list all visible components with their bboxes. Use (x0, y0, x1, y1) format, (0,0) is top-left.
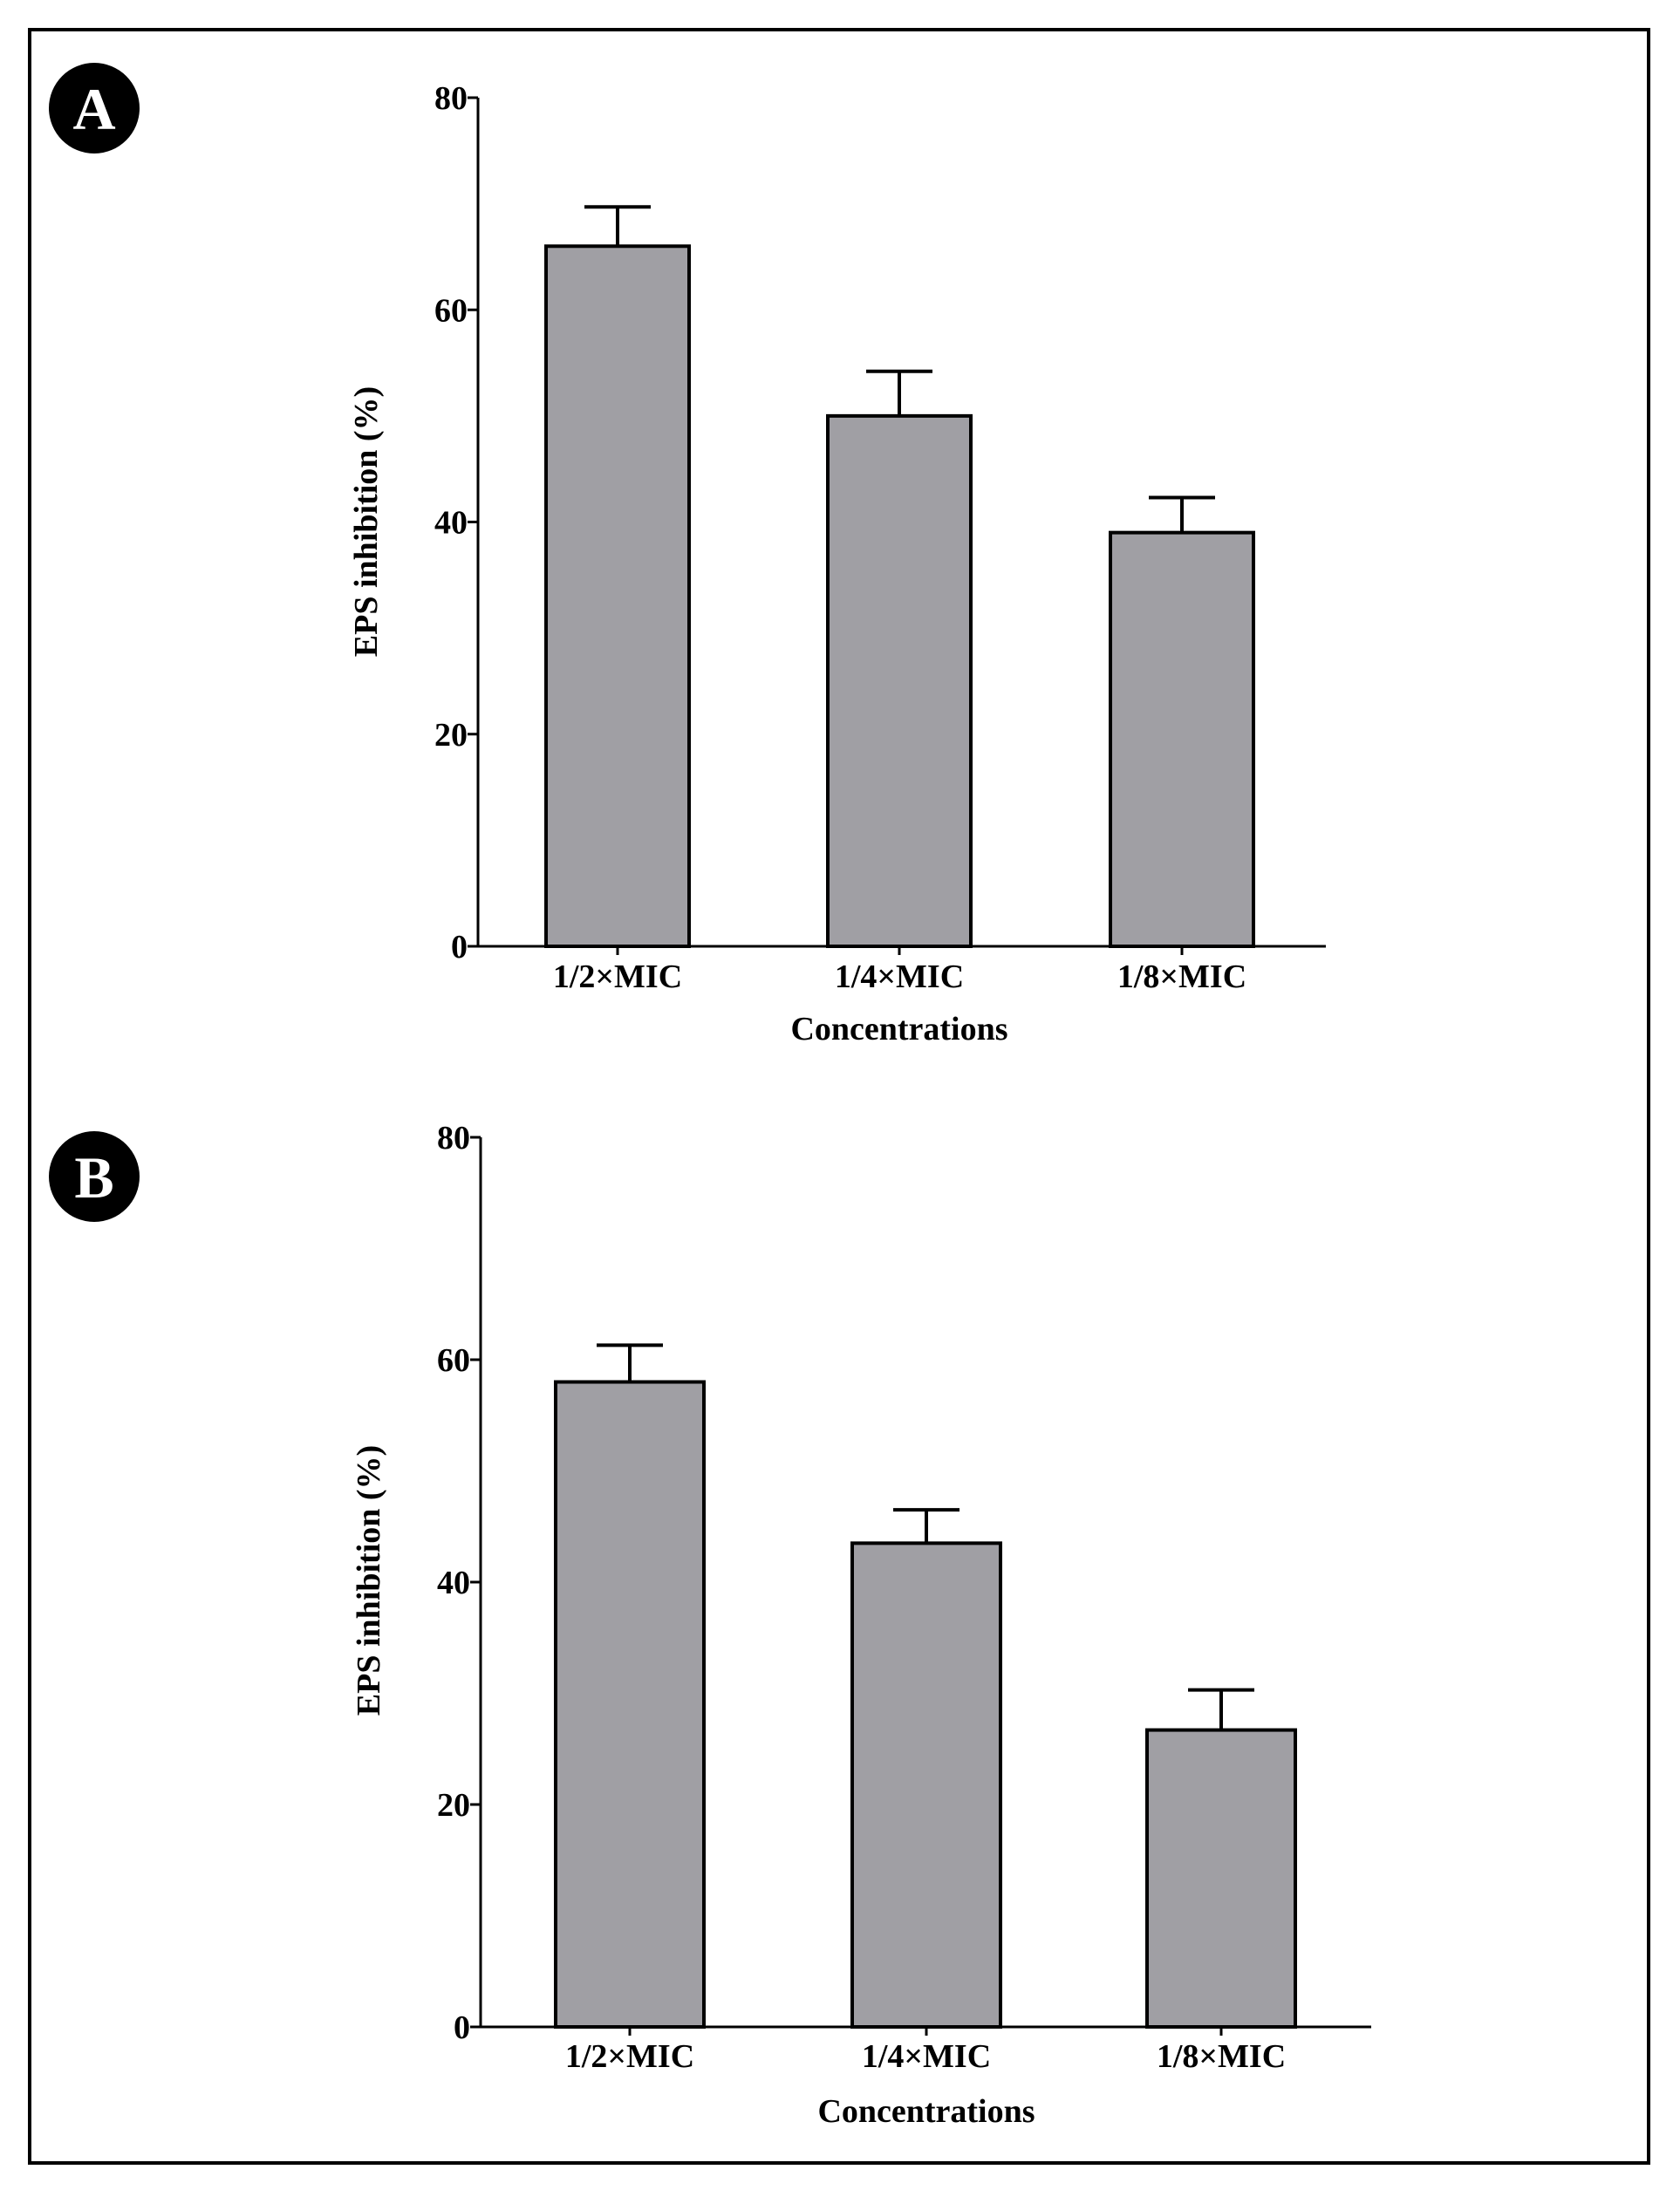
panel-b-badge (49, 1131, 140, 1222)
panel-a-bars: 1/2×MIC 1/4×MIC 1/8×MIC (544, 205, 1255, 995)
panel-b-y-ticks: 0 20 40 60 80 (437, 1120, 481, 2046)
panel-b-x-tick-label: 1/4×MIC (862, 2038, 991, 2075)
panel-a: A EPS inhibition (%) Concentrations 0 20 4… (49, 63, 1326, 1047)
figure-frame (28, 28, 1650, 2165)
panel-b-bar (1145, 1728, 1297, 2029)
panel-a-x-tick-label: 1/2×MIC (553, 959, 682, 995)
panel-b-y-tick-label: 60 (437, 1342, 470, 1379)
panel-a-y-axis-title: EPS inhibition (%) (348, 386, 385, 657)
panel-b-bar (850, 1541, 1002, 2029)
panel-b: B EPS inhibition (%) Concentrations 0 20 4… (49, 1120, 1371, 2130)
panel-a-y-tick-label: 20 (434, 717, 468, 754)
panel-a-y-tick-label: 80 (434, 80, 468, 117)
panel-a-bar (826, 413, 973, 948)
panel-a-bar (1109, 530, 1255, 948)
panel-a-x-tick-label: 1/4×MIC (835, 959, 964, 995)
panel-a-badge (49, 63, 140, 154)
panel-b-letter: B (74, 1144, 113, 1211)
panel-a-x-axis-title: Concentrations (790, 1011, 1007, 1047)
panel-b-x-tick-label: 1/2×MIC (565, 2038, 694, 2075)
panel-b-x-axis-title: Concentrations (817, 2093, 1035, 2130)
panel-a-y-tick-label: 0 (451, 929, 468, 965)
panel-b-y-tick-label: 80 (437, 1120, 470, 1156)
panel-a-bar (544, 244, 691, 948)
panel-a-y-tick-label: 60 (434, 292, 468, 329)
panel-a-y-ticks: 0 20 40 60 80 (434, 80, 478, 965)
panel-a-x-tick-label: 1/8×MIC (1117, 959, 1246, 995)
panel-b-x-tick-label: 1/8×MIC (1157, 2038, 1286, 2075)
panel-a-letter: A (72, 76, 115, 142)
panel-b-y-axis-title: EPS inhibition (%) (351, 1445, 387, 1716)
panel-b-y-tick-label: 0 (454, 2009, 470, 2046)
panel-b-bar (554, 1380, 706, 2029)
panel-b-bars: 1/2×MIC 1/4×MIC 1/8×MIC (554, 1343, 1297, 2075)
panel-a-y-tick-label: 40 (434, 505, 468, 542)
panel-b-y-tick-label: 20 (437, 1787, 470, 1824)
panel-b-y-tick-label: 40 (437, 1565, 470, 1601)
